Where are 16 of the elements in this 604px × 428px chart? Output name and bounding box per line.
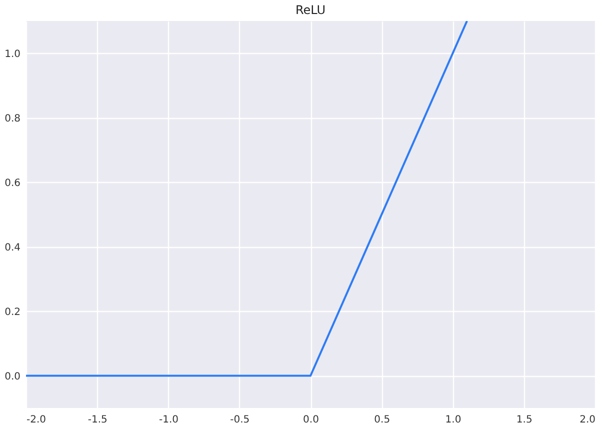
- x-tick-label: -0.5: [230, 414, 250, 426]
- x-tick-label: 2.0: [580, 414, 596, 426]
- y-tick-label: 0.0: [4, 371, 20, 382]
- x-tick-label: 0.0: [303, 414, 319, 426]
- y-tick-label: 0.6: [4, 178, 20, 189]
- y-tick-label: 0.2: [4, 306, 20, 318]
- x-tick-label: -2.0: [26, 414, 46, 426]
- chart-title: ReLU: [295, 3, 326, 17]
- x-tick-label: 1.0: [445, 414, 462, 426]
- y-tick-label: 0.8: [4, 113, 20, 124]
- y-tick-label: 0.4: [4, 242, 20, 254]
- y-tick-label: 1.0: [4, 48, 20, 60]
- x-tick-label: 1.5: [516, 414, 532, 426]
- x-tick-label: -1.0: [158, 414, 179, 426]
- x-tick-label: -1.5: [88, 414, 108, 426]
- x-tick-label: 0.5: [374, 414, 390, 426]
